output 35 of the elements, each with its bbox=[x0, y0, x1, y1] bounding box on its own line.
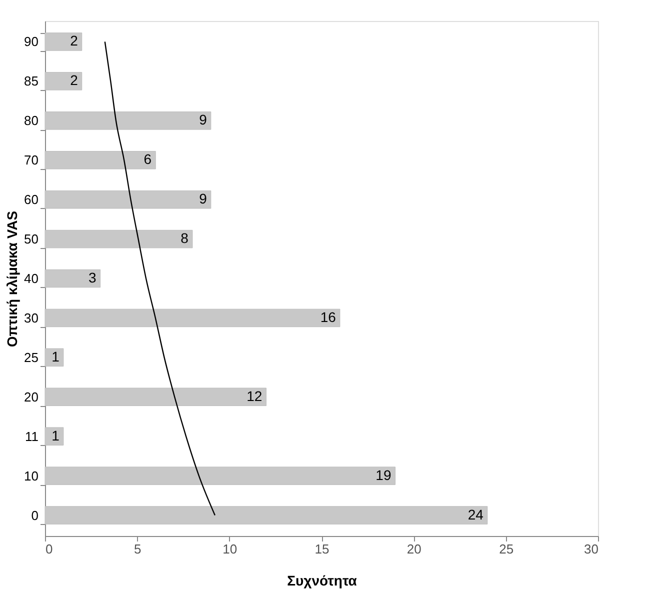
y-tick-label: 25 bbox=[24, 350, 38, 365]
x-tick-label: 30 bbox=[584, 542, 598, 556]
y-tick-label: 85 bbox=[24, 74, 38, 89]
y-tick-label: 40 bbox=[24, 271, 38, 286]
y-tick-label: 30 bbox=[24, 310, 38, 326]
x-tick-label: 0 bbox=[46, 542, 53, 556]
data-label: 2 bbox=[70, 32, 78, 49]
x-tick-label: 10 bbox=[222, 542, 238, 556]
data-label: 1 bbox=[52, 427, 60, 444]
data-label: 2 bbox=[70, 72, 78, 88]
x-tick-label: 15 bbox=[314, 542, 330, 556]
y-tick-label: 90 bbox=[24, 34, 38, 50]
x-tick-label: 25 bbox=[499, 542, 514, 556]
data-label: 12 bbox=[246, 388, 262, 404]
y-tick-label: 11 bbox=[25, 428, 38, 444]
y-tick-label: 80 bbox=[24, 113, 38, 128]
y-tick-label: 20 bbox=[24, 389, 38, 404]
x-tick-label: 20 bbox=[406, 542, 422, 556]
y-tick-label: 70 bbox=[24, 152, 38, 168]
data-label: 16 bbox=[320, 308, 336, 325]
y-tick-label: 10 bbox=[24, 468, 38, 484]
y-axis-title: Οπτική κλίμακα VAS bbox=[4, 210, 20, 348]
data-label: 9 bbox=[199, 112, 208, 128]
data-label: 8 bbox=[180, 230, 189, 246]
y-tick-label: 50 bbox=[24, 232, 38, 247]
data-label: 1 bbox=[52, 348, 60, 364]
y-tick-label: 60 bbox=[24, 192, 38, 208]
y-tick-label: 0 bbox=[31, 508, 38, 523]
x-axis-title: Συχνότητα bbox=[287, 572, 358, 588]
data-label: 24 bbox=[468, 506, 484, 522]
x-tick-label: 5 bbox=[134, 542, 142, 556]
data-label: 6 bbox=[144, 151, 152, 168]
data-label: 19 bbox=[376, 466, 392, 483]
data-label: 9 bbox=[199, 190, 208, 207]
data-label: 3 bbox=[88, 270, 97, 286]
